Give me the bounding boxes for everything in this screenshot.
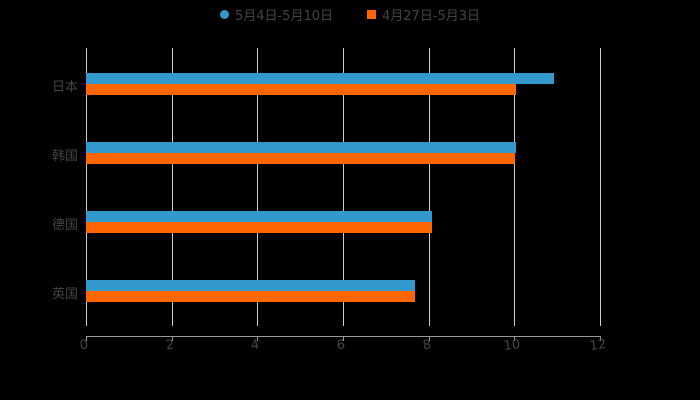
gridline	[514, 48, 516, 326]
x-tick-label: 10	[503, 336, 522, 355]
x-tick	[514, 336, 516, 341]
y-category-label: 日本	[51, 80, 78, 95]
bar[interactable]	[86, 153, 516, 164]
legend-label: 5月4日-5月10日	[234, 8, 333, 24]
bar[interactable]	[86, 291, 416, 302]
legend-item-series-1[interactable]: 5月4日-5月10日	[219, 4, 333, 24]
x-axis	[86, 336, 600, 337]
x-tick-label: 2	[164, 337, 175, 354]
bar[interactable]	[86, 142, 517, 153]
x-tick	[600, 336, 601, 341]
y-category-label: 韩国	[51, 149, 78, 164]
bar[interactable]	[86, 280, 416, 291]
gridline	[343, 48, 344, 326]
gridline	[600, 48, 601, 326]
y-category-label: 德国	[51, 218, 78, 233]
x-tick	[86, 336, 87, 341]
y-category-label: 英国	[51, 287, 78, 302]
x-tick-label: 0	[78, 337, 90, 354]
x-tick-label: 8	[421, 337, 432, 354]
legend-circle-icon	[219, 9, 229, 19]
bar[interactable]	[86, 84, 517, 95]
x-tick-label: 4	[250, 337, 261, 354]
x-tick	[428, 336, 430, 341]
gridline	[257, 48, 259, 326]
bar[interactable]	[86, 222, 433, 233]
x-tick	[257, 336, 259, 341]
legend-item-series-2[interactable]: 4月27日-5月3日	[367, 4, 480, 24]
gridline	[86, 48, 87, 326]
x-tick	[171, 336, 173, 341]
legend-square-icon	[367, 9, 376, 19]
chart-legend: 5月4日-5月10日 4月27日-5月3日	[0, 4, 700, 24]
bar[interactable]	[86, 73, 555, 84]
gridline	[428, 48, 430, 326]
x-tick	[343, 336, 344, 341]
x-tick-label: 6	[335, 337, 347, 354]
x-tick-label: 12	[588, 336, 608, 355]
bar[interactable]	[86, 211, 433, 222]
gridline	[171, 48, 173, 326]
legend-label: 4月27日-5月3日	[382, 8, 481, 24]
